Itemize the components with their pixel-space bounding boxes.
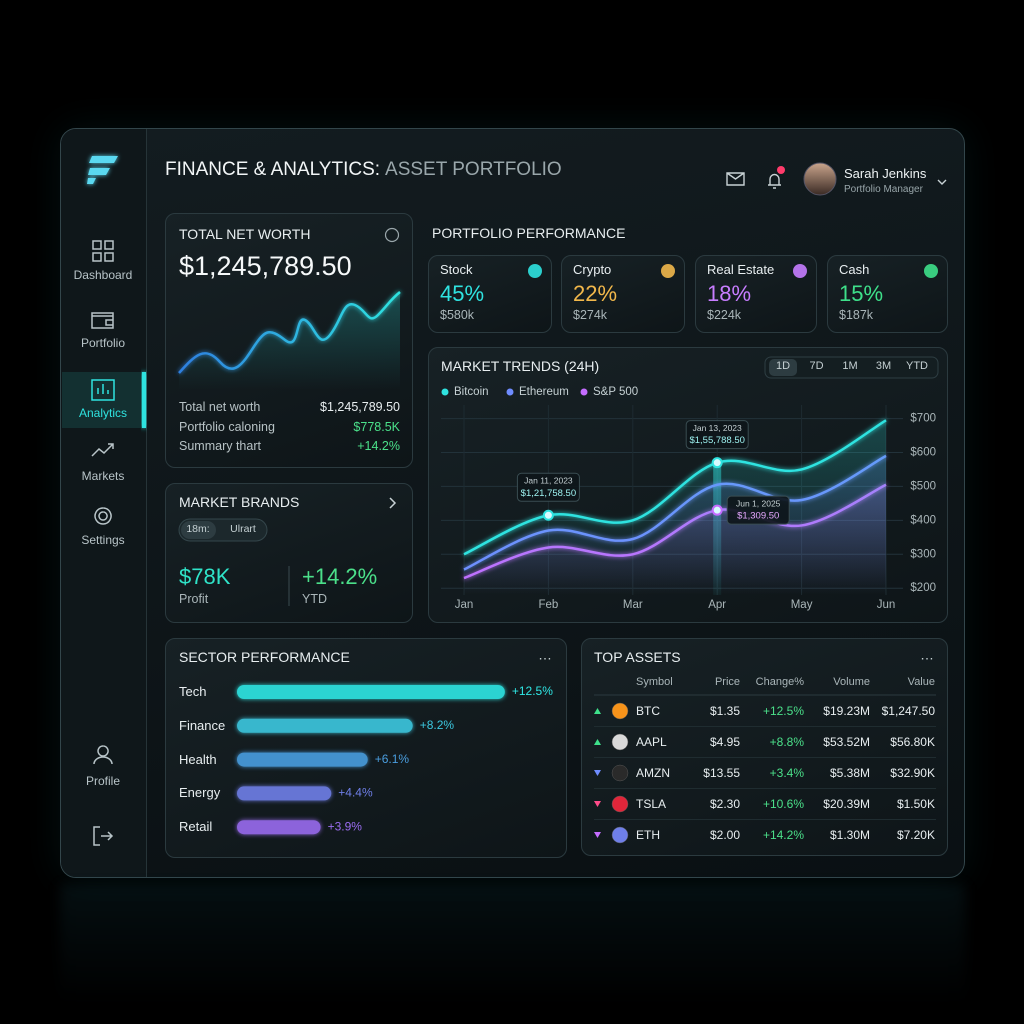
summary-label: Summary thart xyxy=(179,439,261,454)
table-cell: +3.4% xyxy=(769,765,804,780)
sector-label: Energy xyxy=(179,785,221,801)
table-cell: +12.5% xyxy=(762,703,804,718)
sector-label: Retail xyxy=(179,819,213,835)
asset-class-name: Cash xyxy=(839,261,870,277)
summary-value: $1,245,789.50 xyxy=(320,400,400,415)
chart-title: MARKET TRENDS (24H) xyxy=(441,358,600,375)
tab[interactable]: 1D xyxy=(775,360,791,373)
stat-value: $78K xyxy=(179,564,231,590)
page-title: FINANCE & ANALYTICS: ASSET PORTFOLIO xyxy=(165,159,562,181)
tab[interactable]: YTD xyxy=(906,360,928,373)
title-main: FINANCE & ANALYTICS: xyxy=(165,159,381,180)
asset-class-amount: $274k xyxy=(573,308,608,323)
sidebar-label[interactable]: Dashboard xyxy=(73,267,133,282)
reflection xyxy=(60,885,965,1005)
table-cell: $1.30M xyxy=(829,827,870,842)
table-cell: $19.23M xyxy=(823,703,870,718)
asset-class-amount: $580k xyxy=(440,308,475,323)
stat-value: +14.2% xyxy=(302,564,378,590)
table-cell: AMZN xyxy=(636,765,670,780)
summary-label: Total net worth xyxy=(179,400,261,415)
title-sub: ASSET PORTFOLIO xyxy=(385,159,562,180)
summary-label: Portfolio caloning xyxy=(179,419,275,434)
table-cell: $13.55 xyxy=(703,765,740,780)
summary-value: +14.2% xyxy=(357,439,400,454)
sidebar xyxy=(61,129,147,877)
card-title: MARKET BRANDS xyxy=(179,494,300,511)
asset-class-name: Crypto xyxy=(573,261,612,277)
column-header: Volume xyxy=(833,676,870,689)
legend-label: Bitcoin xyxy=(454,385,489,398)
table-cell: $56.80K xyxy=(890,734,935,749)
sidebar-label[interactable]: Analytics xyxy=(78,405,128,420)
table-cell: BTC xyxy=(636,703,660,718)
tab[interactable]: 18m: xyxy=(186,523,210,536)
sidebar-label[interactable]: Portfolio xyxy=(80,335,126,350)
table-cell: $1,247.50 xyxy=(881,703,935,718)
table-cell: $7.20K xyxy=(896,827,935,842)
market-trends-card xyxy=(428,347,948,623)
asset-class-percent: 18% xyxy=(707,281,752,307)
sector-label: Finance xyxy=(179,717,226,733)
asset-class-percent: 45% xyxy=(440,281,485,307)
legend-label: Ethereum xyxy=(519,385,569,398)
column-header: Change% xyxy=(755,676,804,689)
table-cell: $2.00 xyxy=(709,827,740,842)
table-cell: +8.8% xyxy=(769,734,804,749)
column-header: Symbol xyxy=(636,676,673,689)
asset-class-amount: $187k xyxy=(839,308,874,323)
net-worth-value: $1,245,789.50 xyxy=(179,251,352,282)
table-cell: ETH xyxy=(636,827,660,842)
table-cell: +10.6% xyxy=(762,796,804,811)
user-name: Sarah Jenkins xyxy=(844,165,927,181)
tab[interactable]: Ulrart xyxy=(230,523,256,536)
sector-label: Tech xyxy=(179,683,207,699)
section-title: PORTFOLIO PERFORMANCE xyxy=(432,225,626,242)
table-cell: $5.38M xyxy=(829,765,870,780)
asset-class-amount: $224k xyxy=(707,308,742,323)
market-brands-card xyxy=(165,483,413,623)
column-header: Price xyxy=(714,676,740,689)
tab[interactable]: 7D xyxy=(809,360,824,373)
asset-class-name: Stock xyxy=(440,261,473,277)
card-title: SECTOR PERFORMANCE xyxy=(179,649,350,666)
column-header: Value xyxy=(907,676,935,689)
stat-label: YTD xyxy=(302,592,327,607)
table-cell: TSLA xyxy=(636,796,667,811)
table-cell: $2.30 xyxy=(709,796,740,811)
sidebar-label[interactable]: Profile xyxy=(85,773,121,788)
tab[interactable]: 1M xyxy=(842,360,858,373)
summary-value: $778.5K xyxy=(353,419,400,434)
table-cell: $20.39M xyxy=(823,796,870,811)
asset-class-percent: 22% xyxy=(573,281,618,307)
sidebar-label[interactable]: Markets xyxy=(81,468,125,483)
sidebar-label[interactable]: Settings xyxy=(81,532,125,547)
table-cell: AAPL xyxy=(636,734,667,749)
table-cell: +14.2% xyxy=(762,827,804,842)
asset-class-percent: 15% xyxy=(839,281,884,307)
table-cell: $32.90K xyxy=(890,765,935,780)
asset-class-name: Real Estate xyxy=(707,261,775,277)
user-role: Portfolio Manager xyxy=(844,183,923,195)
table-cell: $4.95 xyxy=(709,734,740,749)
card-title: TOTAL NET WORTH xyxy=(179,226,311,243)
table-cell: $1.35 xyxy=(709,703,740,718)
table-cell: $1.50K xyxy=(896,796,935,811)
legend-label: S&P 500 xyxy=(593,385,639,398)
sector-label: Health xyxy=(179,751,217,767)
tab[interactable]: 3M xyxy=(875,360,892,373)
stat-label: Profit xyxy=(179,592,209,607)
sector-card xyxy=(165,638,567,858)
card-title: TOP ASSETS xyxy=(594,649,681,666)
table-cell: $53.52M xyxy=(823,734,870,749)
